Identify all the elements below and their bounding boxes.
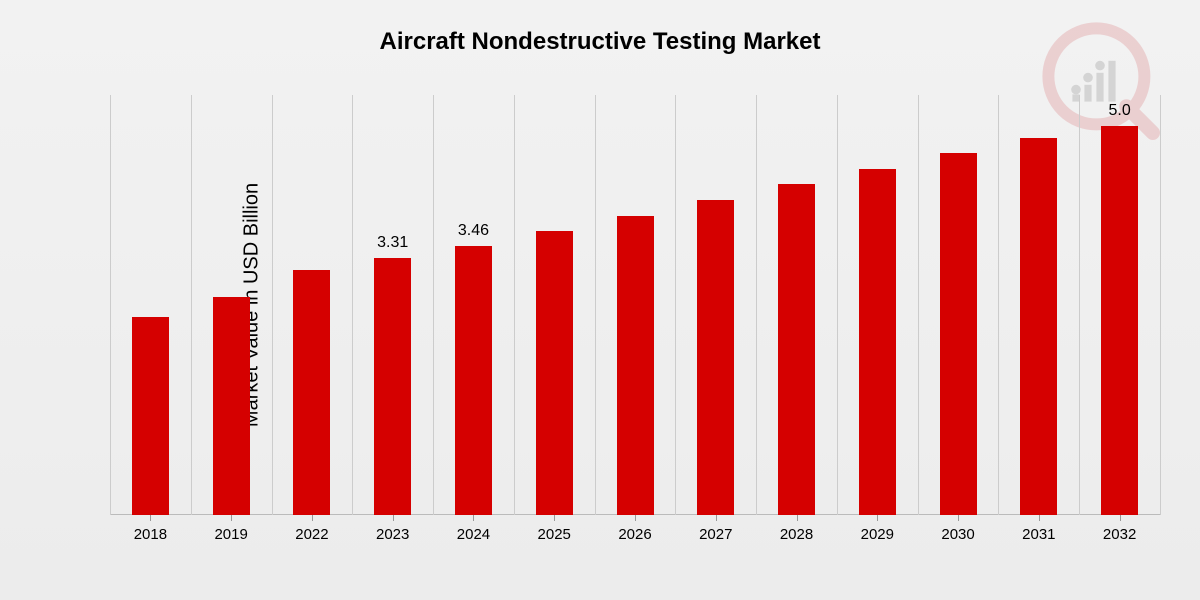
- x-tick-mark: [877, 515, 878, 521]
- x-tick-label: 2027: [676, 526, 756, 543]
- bar: [536, 231, 573, 515]
- grid-vertical-line: [272, 95, 273, 515]
- x-tick-label: 2032: [1080, 526, 1160, 543]
- x-tick-mark: [554, 515, 555, 521]
- bar: [374, 258, 411, 515]
- bar: [697, 200, 734, 515]
- bar: [1020, 138, 1057, 515]
- grid-vertical-line: [514, 95, 515, 515]
- grid-vertical-line: [918, 95, 919, 515]
- bar-slot: [213, 95, 250, 515]
- x-tick-label: 2023: [353, 526, 433, 543]
- x-tick-mark: [797, 515, 798, 521]
- x-tick-mark: [473, 515, 474, 521]
- x-tick-mark: [1039, 515, 1040, 521]
- bar: [617, 216, 654, 515]
- grid-vertical-line: [191, 95, 192, 515]
- bar-slot: [132, 95, 169, 515]
- x-tick-mark: [393, 515, 394, 521]
- x-tick-label: 2029: [837, 526, 917, 543]
- bar: [778, 184, 815, 515]
- bar: [293, 270, 330, 515]
- x-tick-mark: [1120, 515, 1121, 521]
- plot-region: 2018201920223.3120233.462024202520262027…: [110, 95, 1160, 515]
- bar-slot: [536, 95, 573, 515]
- chart-title: Aircraft Nondestructive Testing Market: [0, 0, 1200, 56]
- bar-slot: [374, 95, 411, 515]
- x-tick-label: 2018: [110, 526, 190, 543]
- x-tick-label: 2031: [999, 526, 1079, 543]
- grid-vertical-line: [756, 95, 757, 515]
- x-tick-label: 2028: [757, 526, 837, 543]
- x-tick-mark: [958, 515, 959, 521]
- x-tick-mark: [150, 515, 151, 521]
- x-tick-label: 2026: [595, 526, 675, 543]
- x-tick-label: 2025: [514, 526, 594, 543]
- bar-slot: [617, 95, 654, 515]
- grid-vertical-line: [675, 95, 676, 515]
- grid-vertical-line: [433, 95, 434, 515]
- x-tick-mark: [231, 515, 232, 521]
- grid-vertical-line: [110, 95, 111, 515]
- x-tick-label: 2019: [191, 526, 271, 543]
- chart-area: Market Value in USD Billion 201820192022…: [110, 95, 1160, 515]
- grid-vertical-line: [1079, 95, 1080, 515]
- x-tick-label: 2030: [918, 526, 998, 543]
- bar-slot: [859, 95, 896, 515]
- x-tick-label: 2022: [272, 526, 352, 543]
- bar-slot: [940, 95, 977, 515]
- x-tick-mark: [312, 515, 313, 521]
- grid-vertical-line: [595, 95, 596, 515]
- bar-value-label: 3.31: [353, 234, 433, 252]
- x-tick-mark: [635, 515, 636, 521]
- bar-value-label: 3.46: [433, 222, 513, 240]
- bar: [455, 246, 492, 515]
- grid-vertical-line: [352, 95, 353, 515]
- grid-vertical-line: [1160, 95, 1161, 515]
- bar: [132, 317, 169, 515]
- bar-slot: [778, 95, 815, 515]
- bar-slot: [697, 95, 734, 515]
- bar: [1101, 126, 1138, 515]
- grid-vertical-line: [837, 95, 838, 515]
- bar-value-label: 5.0: [1080, 102, 1160, 120]
- x-tick-mark: [716, 515, 717, 521]
- x-tick-label: 2024: [433, 526, 513, 543]
- bar: [859, 169, 896, 515]
- bar: [213, 297, 250, 515]
- bar-slot: [1101, 95, 1138, 515]
- bar-slot: [1020, 95, 1057, 515]
- grid-vertical-line: [998, 95, 999, 515]
- bar: [940, 153, 977, 515]
- bar-slot: [455, 95, 492, 515]
- bar-slot: [293, 95, 330, 515]
